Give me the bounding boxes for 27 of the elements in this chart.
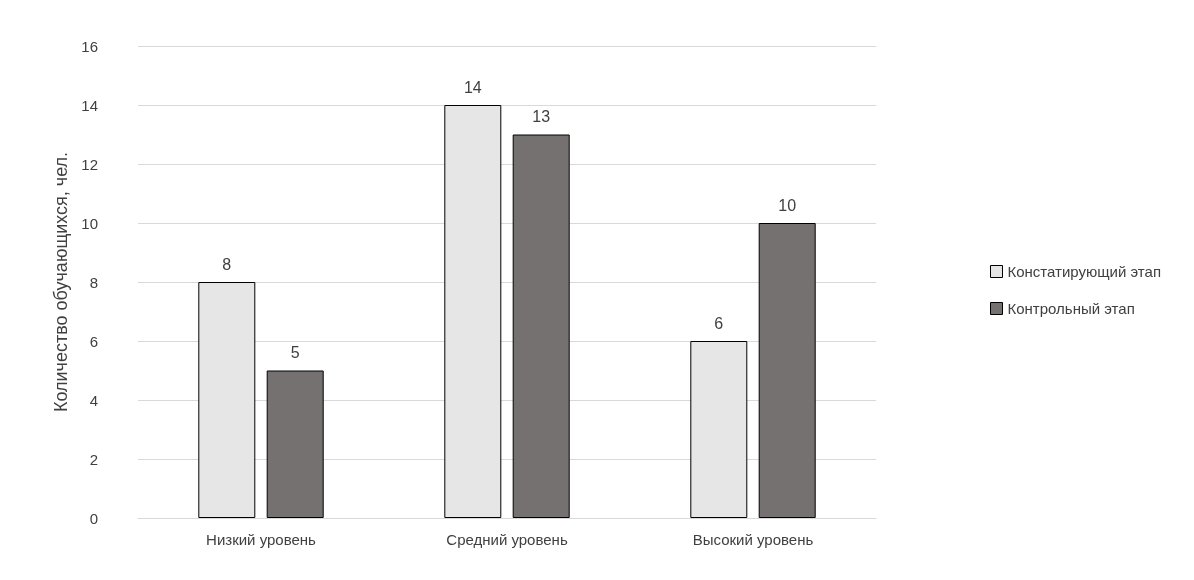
bar (758, 223, 816, 518)
y-tick-label: 6 (89, 332, 98, 350)
data-label: 8 (222, 255, 232, 273)
data-label: 5 (290, 344, 300, 361)
y-tick-label: 2 (89, 450, 98, 468)
y-tick-label: 12 (81, 155, 98, 173)
x-tick-label: Низкий уровень (206, 531, 317, 548)
data-label: 14 (463, 78, 482, 96)
data-label: 10 (778, 196, 797, 214)
y-tick-label: 8 (89, 273, 98, 291)
y-tick-label: 4 (89, 391, 98, 409)
bar (266, 370, 324, 518)
bar (512, 134, 570, 518)
bar (690, 341, 748, 518)
data-label: 13 (532, 108, 551, 125)
x-tick-label: Высокий уровень (692, 531, 814, 548)
legend-label: Контрольный этап (1007, 300, 1135, 317)
y-tick-label: 10 (81, 214, 98, 232)
y-axis-title: Количество обучающихся, чел. (51, 151, 72, 413)
x-tick-label: Средний уровень (446, 531, 568, 548)
legend-label: Констатирующий этап (1007, 263, 1162, 280)
y-tick-label: 14 (81, 96, 98, 114)
bar (444, 105, 502, 518)
y-tick-label: 16 (81, 37, 98, 55)
data-label: 6 (714, 314, 724, 332)
bar (198, 282, 256, 518)
y-tick-label: 0 (89, 509, 98, 527)
